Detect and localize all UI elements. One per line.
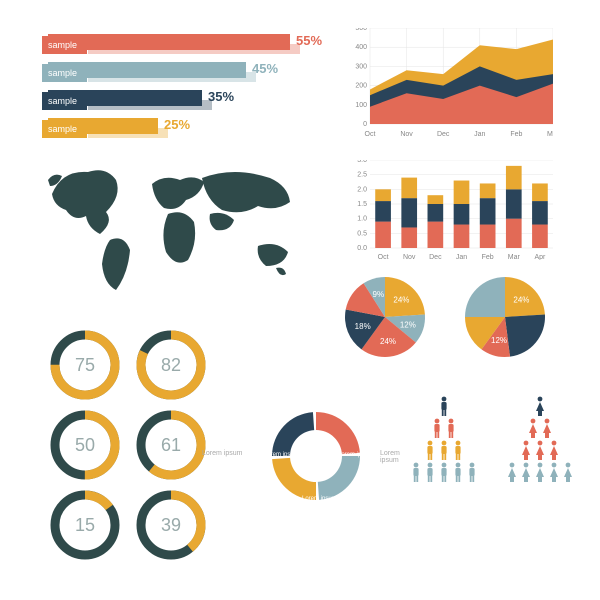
svg-text:Oct: Oct — [378, 254, 389, 260]
svg-text:Jan: Jan — [456, 254, 467, 260]
ring-gauge: 15 — [50, 490, 120, 560]
svg-text:Dec: Dec — [437, 131, 450, 138]
pie-charts: 24% 12% 24% 18% 9% 24% 12% — [340, 272, 560, 372]
svg-text:300: 300 — [355, 63, 367, 70]
hbar-percent: 35% — [208, 89, 234, 104]
people-row — [394, 418, 494, 438]
stacked-bar-chart: 0.0 0.5 1.0 1.5 2.0 2.5 3.0 Oct Nov Dec Jan Feb Mar A… — [348, 160, 553, 260]
svg-text:Nov: Nov — [403, 254, 416, 260]
svg-text:1.5: 1.5 — [357, 201, 367, 208]
svg-text:9%: 9% — [373, 290, 385, 299]
ring-gauge: 50 — [50, 410, 120, 480]
people-row — [490, 462, 590, 482]
segring-label: Lorem ipsum — [264, 452, 299, 458]
gauge-value: 75 — [50, 330, 120, 400]
svg-text:Mar: Mar — [508, 254, 521, 260]
svg-text:1.0: 1.0 — [357, 216, 367, 223]
svg-text:3.0: 3.0 — [357, 160, 367, 164]
svg-text:Feb: Feb — [510, 131, 522, 138]
svg-text:Jan: Jan — [474, 131, 485, 138]
ring-gauge: 39 — [136, 490, 206, 560]
people-pyramid-male — [394, 394, 494, 482]
svg-text:Apr: Apr — [534, 254, 546, 260]
svg-text:0.0: 0.0 — [357, 245, 367, 252]
gauge-value: 15 — [50, 490, 120, 560]
world-map — [44, 156, 304, 306]
segring-label: Lorem ipsum — [302, 496, 337, 502]
hbar-chart: sample55%sample45%sample35%sample25% — [48, 34, 328, 146]
people-row — [490, 396, 590, 416]
ring-gauge: 75 — [50, 330, 120, 400]
segmented-ring: Lorem ipsum Lorem ipsum Lorem ipsum Lorem i… — [256, 396, 376, 516]
people-row — [394, 462, 494, 482]
people-row — [490, 418, 590, 438]
ring-gauge: 61 — [136, 410, 206, 480]
hbar-label: sample — [42, 120, 87, 138]
people-row — [394, 396, 494, 416]
segring-side-label: Lorem ipsum — [202, 450, 242, 457]
people-row — [394, 440, 494, 460]
segring-label: Lorem ipsum — [302, 404, 337, 410]
svg-text:Mar: Mar — [547, 131, 553, 138]
svg-text:500: 500 — [355, 28, 367, 32]
hbar-percent: 45% — [252, 61, 278, 76]
area-chart: 0 100 200 300 400 500 Oct Nov Dec Jan Feb Mar — [348, 28, 553, 138]
svg-text:0: 0 — [363, 121, 367, 128]
svg-text:24%: 24% — [393, 296, 409, 305]
svg-text:2.0: 2.0 — [357, 186, 367, 193]
gauge-value: 39 — [136, 490, 206, 560]
svg-text:Oct: Oct — [365, 131, 376, 138]
ring-gauge: 82 — [136, 330, 206, 400]
svg-text:0.5: 0.5 — [357, 230, 367, 237]
pie-chart: 24% 12% 24% 18% 9% — [340, 272, 430, 362]
gauge-value: 50 — [50, 410, 120, 480]
svg-text:Nov: Nov — [400, 131, 413, 138]
svg-text:12%: 12% — [491, 336, 507, 345]
people-pyramid-female — [490, 394, 590, 482]
svg-text:Feb: Feb — [482, 254, 494, 260]
hbar-label: sample — [42, 36, 87, 54]
svg-text:Dec: Dec — [429, 254, 442, 260]
hbar-label: sample — [42, 64, 87, 82]
hbar-label: sample — [42, 92, 87, 110]
gauge-value: 61 — [136, 410, 206, 480]
svg-text:24%: 24% — [380, 337, 396, 346]
segring-label: Lorem ipsum — [338, 452, 373, 458]
hbar-percent: 55% — [296, 33, 322, 48]
hbar-percent: 25% — [164, 117, 190, 132]
svg-text:200: 200 — [355, 83, 367, 90]
svg-text:100: 100 — [355, 102, 367, 109]
svg-text:18%: 18% — [355, 322, 371, 331]
svg-text:2.5: 2.5 — [357, 172, 367, 179]
pie-chart: 24% 12% — [460, 272, 550, 362]
gauge-value: 82 — [136, 330, 206, 400]
svg-text:24%: 24% — [513, 296, 529, 305]
svg-text:12%: 12% — [400, 320, 416, 329]
svg-text:400: 400 — [355, 44, 367, 51]
people-row — [490, 440, 590, 460]
